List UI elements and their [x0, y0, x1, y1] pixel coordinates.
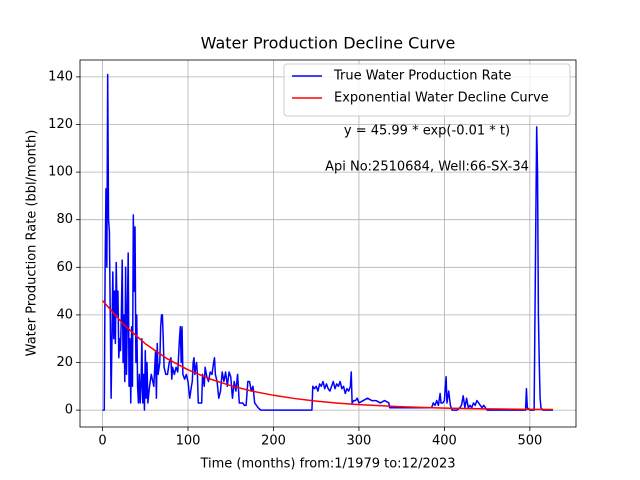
x-axis-label: Time (months) from:1/1979 to:12/2023: [199, 457, 455, 472]
y-tick-label: 120: [48, 117, 73, 132]
x-tick-label: 400: [432, 434, 457, 449]
series-line: [101, 300, 553, 411]
y-tick-label: 140: [48, 69, 73, 84]
annotation: y = 45.99 * exp(-0.01 * t): [344, 124, 510, 139]
y-tick-label: 40: [56, 307, 73, 322]
x-tick-label: 500: [517, 434, 542, 449]
y-tick-label: 20: [56, 355, 73, 370]
y-tick-label: 100: [48, 165, 73, 180]
legend-box: [283, 63, 571, 117]
x-tick-label: 100: [176, 434, 201, 449]
y-axis-label: Water Production Rate (bbl/month): [25, 130, 40, 357]
plot-lines: [101, 73, 553, 411]
x-tick-label: 300: [347, 434, 372, 449]
x-tick-label: 200: [261, 434, 286, 449]
x-tick-label: 0: [98, 434, 106, 449]
legend-label: Exponential Water Decline Curve: [334, 91, 549, 106]
legend: True Water Production Rate Exponential Wa…: [283, 63, 571, 117]
series-line: [102, 73, 553, 411]
plot-frame: [79, 59, 577, 428]
y-tick-label: 0: [65, 403, 73, 418]
chart-title: Water Production Decline Curve: [201, 34, 456, 53]
annotation: Api No:2510684, Well:66-SX-34: [325, 160, 529, 175]
y-tick-label: 60: [56, 260, 73, 275]
y-tick-label: 80: [56, 212, 73, 227]
legend-label: True Water Production Rate: [333, 69, 511, 84]
